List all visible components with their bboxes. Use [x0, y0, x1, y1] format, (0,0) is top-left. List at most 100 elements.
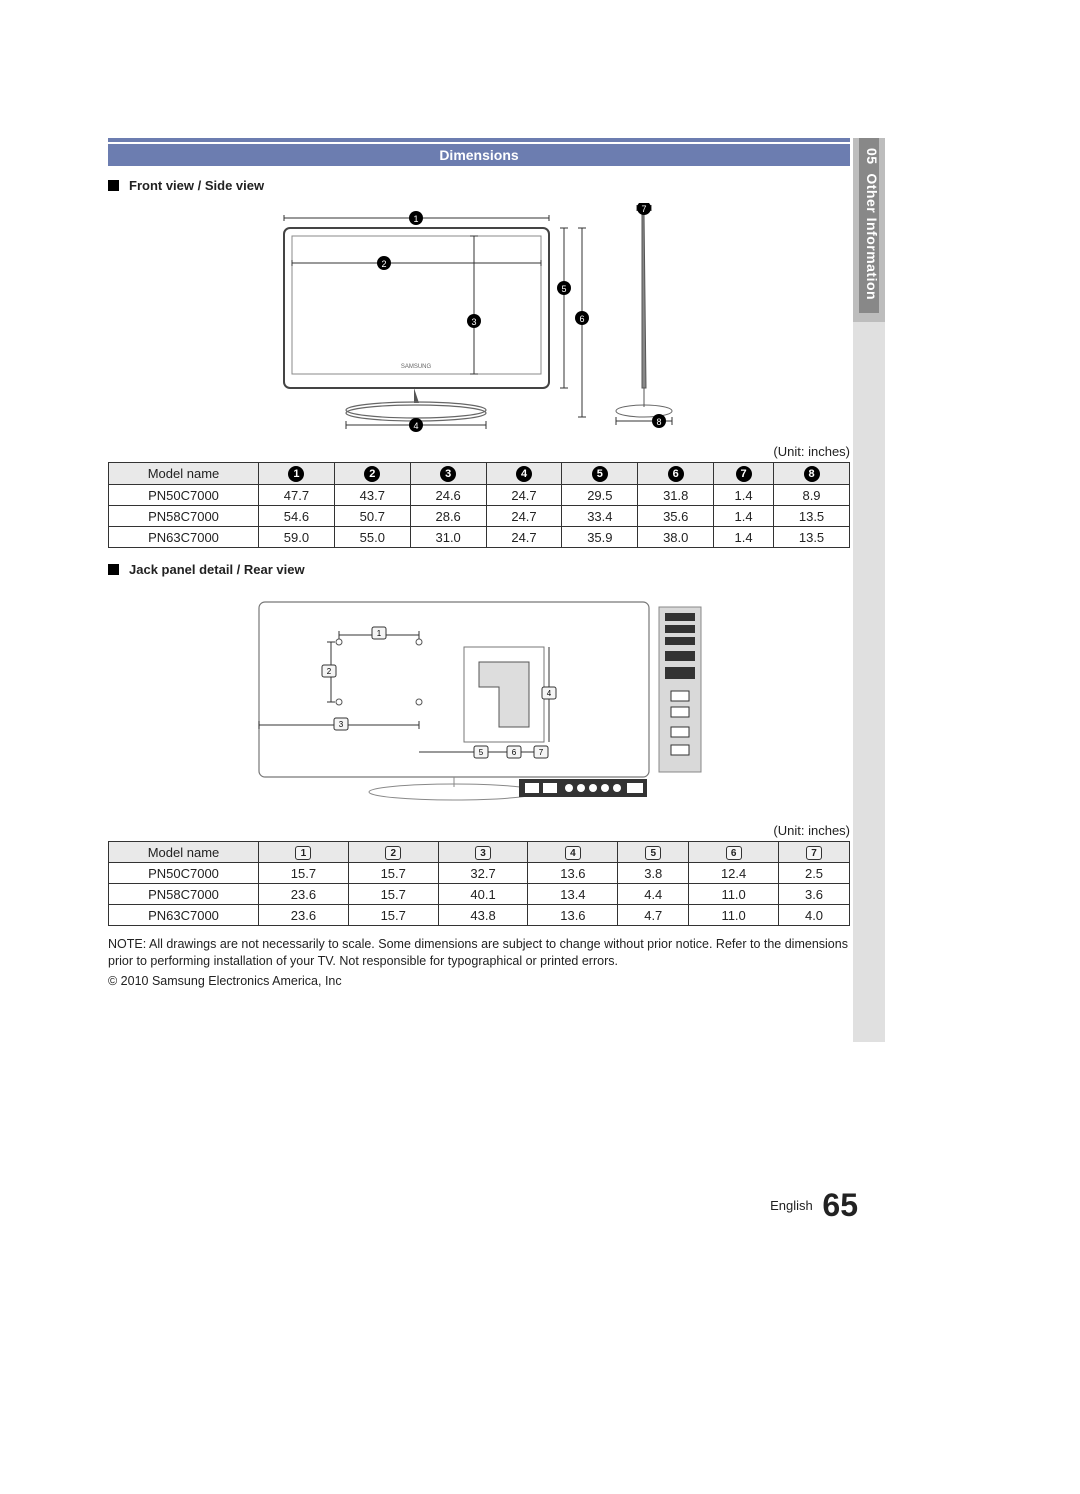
- svg-text:5: 5: [479, 748, 484, 757]
- cell: 3.8: [618, 863, 689, 884]
- front-diagram: SAMSUNG 1 2 3 4 5: [108, 203, 850, 438]
- cell: 23.6: [259, 884, 349, 905]
- page-content: Dimensions Front view / Side view SAMSUN…: [108, 138, 850, 988]
- rear-header-first: Model name: [109, 842, 259, 863]
- table-row: PN63C7000 23.6 15.7 43.8 13.6 4.7 11.0 4…: [109, 905, 850, 926]
- table-row: PN50C7000 47.7 43.7 24.6 24.7 29.5 31.8 …: [109, 485, 850, 506]
- cell: 13.6: [528, 863, 618, 884]
- front-header-first: Model name: [109, 463, 259, 485]
- rear-heading-text: Jack panel detail / Rear view: [129, 562, 305, 577]
- cell: 24.6: [410, 485, 486, 506]
- svg-text:3: 3: [471, 317, 476, 327]
- cell: 13.4: [528, 884, 618, 905]
- cell: 3.6: [779, 884, 850, 905]
- svg-text:7: 7: [539, 748, 544, 757]
- col-box: 7: [806, 846, 822, 860]
- col-badge: 2: [364, 466, 380, 482]
- table-header-row: Model name 1 2 3 4 5 6 7 8: [109, 463, 850, 485]
- cell: 43.8: [438, 905, 528, 926]
- cell: 4.7: [618, 905, 689, 926]
- cell: 38.0: [638, 527, 714, 548]
- svg-text:7: 7: [641, 204, 646, 214]
- table-row: PN63C7000 59.0 55.0 31.0 24.7 35.9 38.0 …: [109, 527, 850, 548]
- table-row: PN58C7000 23.6 15.7 40.1 13.4 4.4 11.0 3…: [109, 884, 850, 905]
- cell: 15.7: [348, 863, 438, 884]
- col-box: 3: [475, 846, 491, 860]
- cell: 24.7: [486, 506, 562, 527]
- cell: 1.4: [714, 485, 774, 506]
- cell: 31.0: [410, 527, 486, 548]
- cell: 23.6: [259, 905, 349, 926]
- cell: 13.6: [528, 905, 618, 926]
- cell: 29.5: [562, 485, 638, 506]
- copyright-text: © 2010 Samsung Electronics America, Inc: [108, 974, 850, 988]
- cell: 13.5: [774, 506, 850, 527]
- cell: 11.0: [689, 905, 779, 926]
- table-row: PN58C7000 54.6 50.7 28.6 24.7 33.4 35.6 …: [109, 506, 850, 527]
- col-badge: 5: [592, 466, 608, 482]
- col-badge: 1: [288, 466, 304, 482]
- cell: 15.7: [259, 863, 349, 884]
- col-badge: 4: [516, 466, 532, 482]
- cell: PN58C7000: [109, 884, 259, 905]
- front-heading-text: Front view / Side view: [129, 178, 264, 193]
- page-footer: English 65: [770, 1187, 858, 1224]
- col-badge: 8: [804, 466, 820, 482]
- rear-unit-label: (Unit: inches): [108, 823, 850, 838]
- cell: 24.7: [486, 527, 562, 548]
- cell: PN58C7000: [109, 506, 259, 527]
- lang-label: English: [770, 1198, 813, 1213]
- table-row: PN50C7000 15.7 15.7 32.7 13.6 3.8 12.4 2…: [109, 863, 850, 884]
- cell: 11.0: [689, 884, 779, 905]
- cell: 31.8: [638, 485, 714, 506]
- svg-text:6: 6: [512, 748, 517, 757]
- cell: 24.7: [486, 485, 562, 506]
- svg-text:2: 2: [327, 667, 332, 676]
- bullet-icon: [108, 564, 119, 575]
- col-badge: 3: [440, 466, 456, 482]
- page-number: 65: [822, 1187, 858, 1223]
- svg-text:5: 5: [561, 284, 566, 294]
- cell: 1.4: [714, 527, 774, 548]
- cell: 1.4: [714, 506, 774, 527]
- cell: PN63C7000: [109, 905, 259, 926]
- col-box: 5: [645, 846, 661, 860]
- rear-heading: Jack panel detail / Rear view: [108, 562, 850, 577]
- svg-text:3: 3: [339, 720, 344, 729]
- section-label: 05 Other Information: [864, 148, 880, 300]
- table-header-row: Model name 1 2 3 4 5 6 7: [109, 842, 850, 863]
- svg-text:8: 8: [656, 417, 661, 427]
- svg-text:6: 6: [579, 314, 584, 324]
- cell: 55.0: [334, 527, 410, 548]
- cell: 33.4: [562, 506, 638, 527]
- col-badge: 6: [668, 466, 684, 482]
- cell: PN63C7000: [109, 527, 259, 548]
- cell: 50.7: [334, 506, 410, 527]
- cell: 43.7: [334, 485, 410, 506]
- cell: 15.7: [348, 884, 438, 905]
- cell: 4.4: [618, 884, 689, 905]
- svg-text:1: 1: [413, 214, 418, 224]
- cell: 4.0: [779, 905, 850, 926]
- bullet-icon: [108, 180, 119, 191]
- col-box: 2: [385, 846, 401, 860]
- front-table: Model name 1 2 3 4 5 6 7 8 PN50C7000 47.…: [108, 462, 850, 548]
- cell: 32.7: [438, 863, 528, 884]
- cell: 8.9: [774, 485, 850, 506]
- rear-table: Model name 1 2 3 4 5 6 7 PN50C7000 15.7 …: [108, 841, 850, 926]
- section-number: 05: [864, 148, 880, 165]
- col-box: 6: [726, 846, 742, 860]
- cell: 12.4: [689, 863, 779, 884]
- cell: 28.6: [410, 506, 486, 527]
- front-heading: Front view / Side view: [108, 178, 850, 193]
- cell: PN50C7000: [109, 485, 259, 506]
- col-badge: 7: [736, 466, 752, 482]
- banner-title: Dimensions: [108, 144, 850, 166]
- cell: 47.7: [259, 485, 335, 506]
- rear-diagram: 1 2 3 4 5 6 7: [108, 587, 850, 817]
- banner-top-rule: [108, 138, 850, 142]
- note-text: NOTE: All drawings are not necessarily t…: [108, 936, 850, 970]
- svg-text:4: 4: [547, 689, 552, 698]
- cell: PN50C7000: [109, 863, 259, 884]
- front-unit-label: (Unit: inches): [108, 444, 850, 459]
